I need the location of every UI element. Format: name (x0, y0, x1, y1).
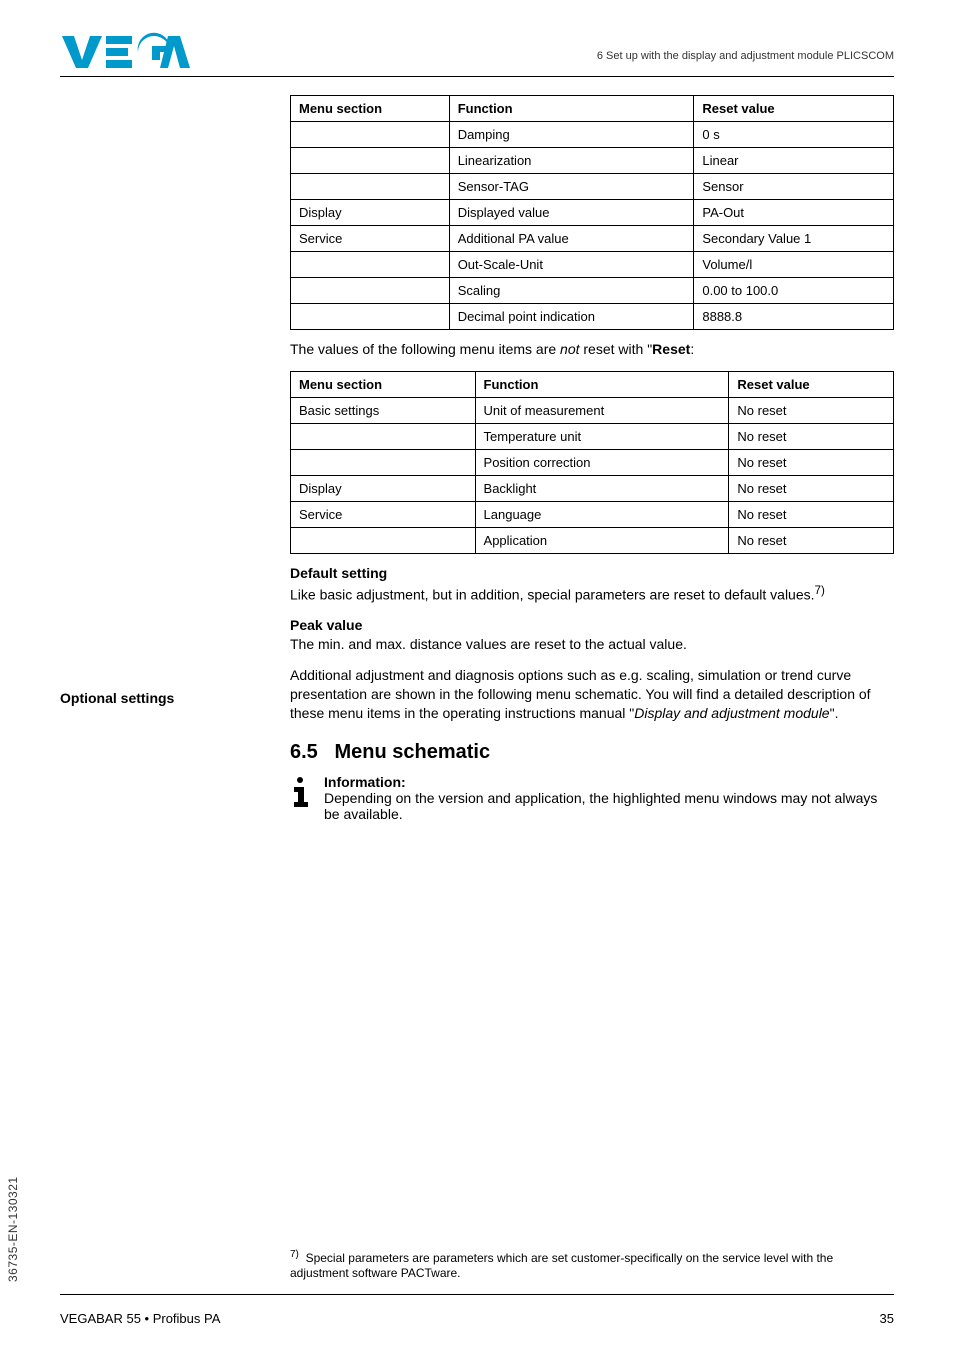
table-row: ApplicationNo reset (291, 527, 894, 553)
footer-rule (60, 1294, 894, 1295)
information-body: Depending on the version and application… (324, 790, 894, 822)
header-context: 6 Set up with the display and adjustment… (597, 32, 894, 62)
peak-value-body: The min. and max. distance values are re… (290, 636, 687, 652)
t1-h1: Function (449, 96, 694, 122)
table-row: Damping0 s (291, 122, 894, 148)
document-code-vertical: 36735-EN-130321 (6, 1176, 20, 1282)
table-row: Decimal point indication8888.8 (291, 304, 894, 330)
footer: VEGABAR 55 • Profibus PA 35 (60, 1311, 894, 1326)
table-row: LinearizationLinear (291, 148, 894, 174)
t2-h1: Function (475, 371, 729, 397)
section-6-5-heading: 6.5 Menu schematic (290, 741, 894, 764)
footnote-7: 7) Special parameters are parameters whi… (290, 1248, 894, 1282)
table-row: Scaling0.00 to 100.0 (291, 278, 894, 304)
table-row: Sensor-TAGSensor (291, 174, 894, 200)
table-row: ServiceAdditional PA valueSecondary Valu… (291, 226, 894, 252)
footer-left: VEGABAR 55 • Profibus PA (60, 1311, 220, 1326)
table-row: Out-Scale-UnitVolume/l (291, 252, 894, 278)
t1-h0: Menu section (291, 96, 450, 122)
table-row: Basic settingsUnit of measurementNo rese… (291, 397, 894, 423)
t2-h0: Menu section (291, 371, 476, 397)
reset-values-table-1: Menu section Function Reset value Dampin… (290, 95, 894, 330)
table-row: ServiceLanguageNo reset (291, 501, 894, 527)
default-setting-body: Like basic adjustment, but in addition, … (290, 586, 815, 602)
table-row: Position correctionNo reset (291, 449, 894, 475)
default-setting-sup: 7) (815, 584, 825, 597)
t1-h2: Reset value (694, 96, 894, 122)
not-reset-caption: The values of the following menu items a… (290, 340, 894, 359)
table-row: Temperature unitNo reset (291, 423, 894, 449)
information-block: Information: Depending on the version an… (290, 774, 894, 822)
table-row: DisplayBacklightNo reset (291, 475, 894, 501)
information-text: Information: Depending on the version an… (324, 774, 894, 822)
footer-page-number: 35 (880, 1311, 894, 1326)
vega-logo (60, 32, 190, 72)
default-setting-heading: Default setting (290, 564, 894, 583)
peak-value-heading: Peak value (290, 616, 894, 635)
optional-settings-body: Additional adjustment and diagnosis opti… (290, 666, 894, 723)
t2-h2: Reset value (729, 371, 894, 397)
peak-value-block: Peak value The min. and max. distance va… (290, 616, 894, 654)
reset-values-table-2: Menu section Function Reset value Basic … (290, 371, 894, 554)
info-icon (290, 774, 310, 811)
information-heading: Information: (324, 774, 894, 790)
header-rule (60, 76, 894, 77)
default-setting-block: Default setting Like basic adjustment, b… (290, 564, 894, 604)
table-row: DisplayDisplayed valuePA-Out (291, 200, 894, 226)
optional-settings-label: Optional settings (60, 690, 174, 706)
